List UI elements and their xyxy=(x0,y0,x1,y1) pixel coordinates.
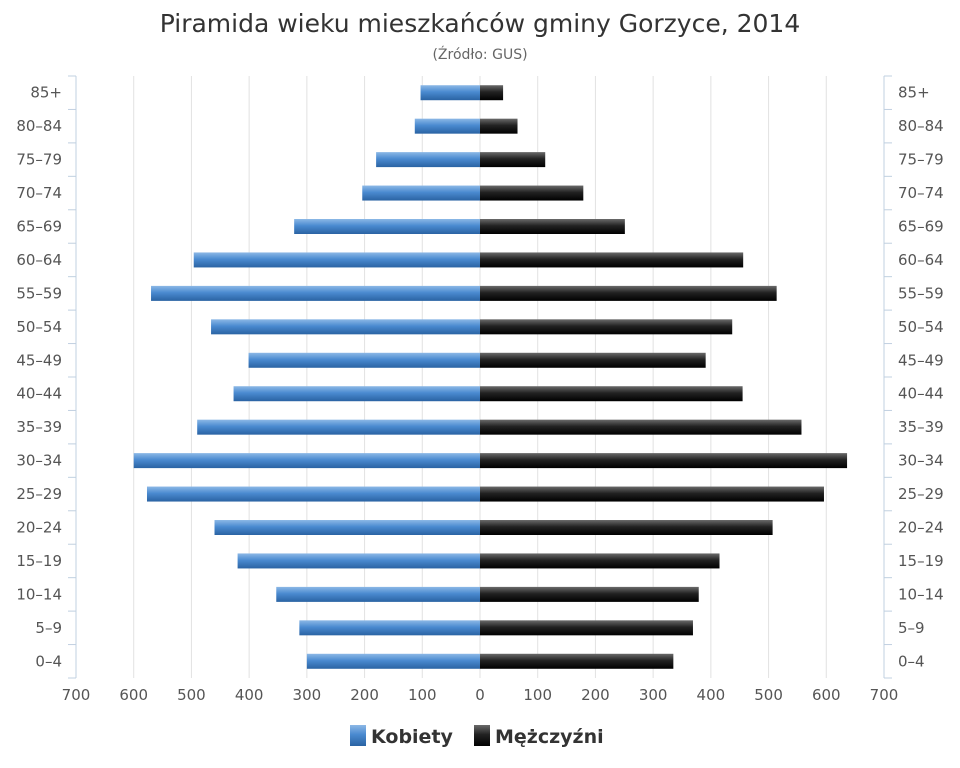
bar-mezczyzni xyxy=(480,419,802,435)
category-label-right: 45–49 xyxy=(898,351,944,369)
category-label-right: 60–64 xyxy=(898,251,944,269)
legend-label-kobiety: Kobiety xyxy=(371,726,454,748)
category-label-right: 15–19 xyxy=(898,552,944,570)
bar-mezczyzni xyxy=(480,520,773,535)
bar-kobiety xyxy=(197,419,480,435)
category-label-left: 70–74 xyxy=(16,184,62,202)
x-tick-label: 700 xyxy=(62,686,91,704)
bar-kobiety xyxy=(146,486,480,502)
category-label-right: 65–69 xyxy=(898,218,944,236)
x-tick-label: 300 xyxy=(293,686,322,704)
legend-label-mezczyzni: Mężczyźni xyxy=(495,726,604,748)
x-tick-label: 400 xyxy=(697,686,726,704)
bar-kobiety xyxy=(151,285,480,301)
legend-swatch-mezczyzni xyxy=(474,725,490,746)
x-tick-label: 500 xyxy=(177,686,206,704)
bar-mezczyzni xyxy=(480,453,848,469)
category-labels: 0–4 0–4 5–9 5–9 10–14 10–14 15–19 15–19 20–24 20–… xyxy=(16,84,943,671)
category-label-left: 0–4 xyxy=(35,652,62,670)
bar-mezczyzni xyxy=(480,386,743,402)
bar-mezczyzni xyxy=(480,185,584,201)
legend: Kobiety Mężczyźni xyxy=(350,725,604,748)
bar-mezczyzni xyxy=(480,486,824,502)
bar-kobiety xyxy=(420,85,480,101)
x-tick-label: 200 xyxy=(350,686,379,704)
x-tick-label: 100 xyxy=(523,686,552,704)
category-label-left: 65–69 xyxy=(16,218,62,236)
bar-kobiety xyxy=(133,453,480,469)
x-tick-label: 300 xyxy=(639,686,668,704)
category-label-left: 80–84 xyxy=(16,117,62,135)
bar-kobiety xyxy=(211,319,480,335)
category-label-left: 45–49 xyxy=(16,351,62,369)
x-tick-label: 100 xyxy=(408,686,437,704)
bar-kobiety xyxy=(233,386,480,402)
grid xyxy=(68,75,892,679)
bar-kobiety xyxy=(299,620,480,636)
category-label-left: 25–29 xyxy=(16,485,62,503)
x-axis-labels: 700 600 500 400 300 200 100 0 100 200 300 400 500 600… xyxy=(62,686,899,704)
chart-title: Piramida wieku mieszkańców gminy Gorzyce… xyxy=(160,9,801,38)
bar-kobiety xyxy=(214,520,480,535)
x-tick-label: 0 xyxy=(475,686,485,704)
bar-mezczyzni xyxy=(480,85,504,101)
category-label-left: 85+ xyxy=(30,84,62,102)
bar-kobiety xyxy=(294,219,480,234)
category-label-left: 5–9 xyxy=(35,619,62,637)
category-label-right: 85+ xyxy=(898,84,930,102)
category-label-right: 35–39 xyxy=(898,418,944,436)
x-tick-label: 500 xyxy=(754,686,783,704)
category-label-left: 30–34 xyxy=(16,452,62,470)
bar-mezczyzni xyxy=(480,219,625,234)
bar-mezczyzni xyxy=(480,586,699,602)
bar-kobiety xyxy=(248,352,480,368)
bar-kobiety xyxy=(276,586,480,602)
bar-kobiety xyxy=(237,553,480,569)
bar-mezczyzni xyxy=(480,152,546,168)
category-label-left: 20–24 xyxy=(16,519,62,537)
category-label-left: 60–64 xyxy=(16,251,62,269)
category-label-right: 5–9 xyxy=(898,619,925,637)
category-label-right: 10–14 xyxy=(898,585,944,603)
legend-swatch-kobiety xyxy=(350,725,366,746)
category-label-right: 0–4 xyxy=(898,652,925,670)
category-label-right: 75–79 xyxy=(898,151,944,169)
bar-mezczyzni xyxy=(480,319,733,335)
bar-kobiety xyxy=(414,118,480,134)
bar-kobiety xyxy=(376,152,480,168)
bar-mezczyzni xyxy=(480,653,674,669)
category-label-left: 15–19 xyxy=(16,552,62,570)
bar-kobiety xyxy=(362,185,480,201)
category-label-right: 70–74 xyxy=(898,184,944,202)
x-tick-label: 200 xyxy=(581,686,610,704)
category-label-right: 20–24 xyxy=(898,519,944,537)
x-tick-label: 600 xyxy=(812,686,841,704)
bar-kobiety xyxy=(193,252,481,268)
category-label-left: 55–59 xyxy=(16,284,62,302)
bar-mezczyzni xyxy=(480,620,693,636)
category-label-right: 50–54 xyxy=(898,318,944,336)
category-label-left: 50–54 xyxy=(16,318,62,336)
bar-mezczyzni xyxy=(480,118,518,134)
bar-mezczyzni xyxy=(480,352,706,368)
bar-mezczyzni xyxy=(480,285,777,301)
chart-subtitle: (Źródło: GUS) xyxy=(432,45,527,63)
category-label-left: 75–79 xyxy=(16,151,62,169)
category-label-left: 35–39 xyxy=(16,418,62,436)
x-tick-label: 600 xyxy=(119,686,148,704)
category-label-left: 40–44 xyxy=(16,385,62,403)
category-label-right: 25–29 xyxy=(898,485,944,503)
category-label-right: 80–84 xyxy=(898,117,944,135)
category-label-right: 40–44 xyxy=(898,385,944,403)
bar-mezczyzni xyxy=(480,553,720,569)
category-label-right: 30–34 xyxy=(898,452,944,470)
x-tick-label: 700 xyxy=(870,686,899,704)
bar-mezczyzni xyxy=(480,252,744,268)
bar-kobiety xyxy=(306,653,480,669)
category-label-right: 55–59 xyxy=(898,284,944,302)
bars xyxy=(133,85,848,669)
category-label-left: 10–14 xyxy=(16,585,62,603)
x-tick-label: 400 xyxy=(235,686,264,704)
